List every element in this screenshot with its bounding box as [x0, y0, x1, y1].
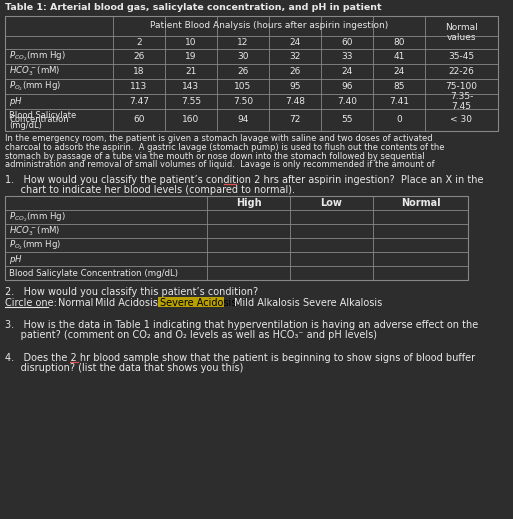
Text: 60: 60 — [341, 38, 353, 47]
Text: Normal: Normal — [58, 298, 94, 308]
Text: 95: 95 — [289, 82, 301, 91]
Text: 41: 41 — [393, 52, 405, 61]
Text: 105: 105 — [234, 82, 251, 91]
Text: Severe Acidosis: Severe Acidosis — [161, 298, 236, 308]
Text: $\it{HCO_3^-}$(mM): $\it{HCO_3^-}$(mM) — [9, 65, 61, 78]
Text: High: High — [235, 198, 261, 208]
Text: Blood Salicylate Concentration (mg/dL): Blood Salicylate Concentration (mg/dL) — [9, 269, 178, 278]
Text: 18: 18 — [133, 67, 145, 76]
Text: Low: Low — [321, 198, 343, 208]
Text: 26: 26 — [238, 67, 249, 76]
Text: Blood Salicylate: Blood Salicylate — [9, 111, 76, 119]
Text: In the emergency room, the patient is given a stomach lavage with saline and two: In the emergency room, the patient is gi… — [5, 134, 432, 143]
Text: 3.   How is the data in Table 1 indicating that hyperventilation is having an ad: 3. How is the data in Table 1 indicating… — [5, 320, 478, 330]
Text: 85: 85 — [393, 82, 405, 91]
Text: 55: 55 — [341, 116, 353, 125]
Text: 19: 19 — [185, 52, 197, 61]
Text: 1.   How would you classify the patient’s condition 2 hrs after aspirin ingestio: 1. How would you classify the patient’s … — [5, 175, 483, 185]
Bar — [5, 196, 468, 280]
Text: 4.   Does the 2 hr blood sample show that the patient is beginning to show signs: 4. Does the 2 hr blood sample show that … — [5, 353, 475, 363]
Text: 21: 21 — [185, 67, 196, 76]
Text: 35-45: 35-45 — [448, 52, 475, 61]
Text: $\it{HCO_3^-}$(mM): $\it{HCO_3^-}$(mM) — [9, 224, 61, 238]
Text: (mg/dL): (mg/dL) — [9, 121, 42, 130]
Text: 7.55: 7.55 — [181, 97, 201, 106]
Text: Mild Alkalosis: Mild Alkalosis — [234, 298, 300, 308]
Text: 160: 160 — [183, 116, 200, 125]
Text: patient? (comment on CO₂ and O₂ levels as well as HCO₃⁻ and pH levels): patient? (comment on CO₂ and O₂ levels a… — [5, 330, 377, 340]
Text: Severe Alkalosis: Severe Alkalosis — [303, 298, 383, 308]
Text: stomach by passage of a tube via the mouth or nose down into the stomach followe: stomach by passage of a tube via the mou… — [5, 152, 425, 160]
Text: 143: 143 — [183, 82, 200, 91]
Text: 26: 26 — [133, 52, 145, 61]
Text: < 30: < 30 — [450, 116, 472, 125]
Text: $\it{P}_{CO_2}$(mm Hg): $\it{P}_{CO_2}$(mm Hg) — [9, 50, 66, 63]
Text: 24: 24 — [341, 67, 352, 76]
Text: 0: 0 — [396, 116, 402, 125]
Text: administration and removal of small volumes of liquid.  Lavage is only recommend: administration and removal of small volu… — [5, 160, 435, 169]
Text: Concentration: Concentration — [9, 116, 69, 125]
Text: $\it{P}_{O_2}$(mm Hg): $\it{P}_{O_2}$(mm Hg) — [9, 238, 62, 252]
Text: $\it{pH}$: $\it{pH}$ — [9, 95, 23, 108]
Text: Circle one:: Circle one: — [5, 298, 57, 308]
Text: 96: 96 — [341, 82, 353, 91]
Text: charcoal to adsorb the aspirin.  A gastric lavage (stomach pump) is used to flus: charcoal to adsorb the aspirin. A gastri… — [5, 143, 444, 152]
Bar — [5, 16, 498, 131]
Text: $\it{pH}$: $\it{pH}$ — [9, 253, 23, 266]
Text: 113: 113 — [130, 82, 148, 91]
Text: 2.   How would you classify this patient’s condition?: 2. How would you classify this patient’s… — [5, 287, 258, 297]
Text: Table 1: Arterial blood gas, salicylate concentration, and pH in patient: Table 1: Arterial blood gas, salicylate … — [5, 3, 382, 12]
Text: 10: 10 — [185, 38, 197, 47]
Text: 75-100: 75-100 — [445, 82, 478, 91]
Text: 94: 94 — [238, 116, 249, 125]
Text: 7.40: 7.40 — [337, 97, 357, 106]
Text: 12: 12 — [238, 38, 249, 47]
Text: 7.35-
7.45: 7.35- 7.45 — [450, 92, 473, 111]
Text: 33: 33 — [341, 52, 353, 61]
Text: disruption? (list the data that shows you this): disruption? (list the data that shows yo… — [5, 363, 243, 373]
Text: 24: 24 — [289, 38, 301, 47]
Text: 7.50: 7.50 — [233, 97, 253, 106]
Text: chart to indicate her blood levels (compared to normal).: chart to indicate her blood levels (comp… — [5, 185, 295, 195]
Text: 30: 30 — [237, 52, 249, 61]
Text: $\it{P}_{O_2}$(mm Hg): $\it{P}_{O_2}$(mm Hg) — [9, 80, 62, 93]
Text: 2: 2 — [136, 38, 142, 47]
Bar — [159, 297, 224, 307]
Text: 7.47: 7.47 — [129, 97, 149, 106]
Text: 26: 26 — [289, 67, 301, 76]
Text: 60: 60 — [133, 116, 145, 125]
Text: 22-26: 22-26 — [448, 67, 475, 76]
Text: 7.41: 7.41 — [389, 97, 409, 106]
Text: 32: 32 — [289, 52, 301, 61]
Text: Mild Acidosis: Mild Acidosis — [95, 298, 158, 308]
Text: Normal
values: Normal values — [445, 23, 478, 42]
Text: Normal: Normal — [401, 198, 440, 208]
Text: 72: 72 — [289, 116, 301, 125]
Text: $\it{P}_{CO_2}$(mm Hg): $\it{P}_{CO_2}$(mm Hg) — [9, 210, 66, 224]
Text: Patient Blood Analysis (hours after aspirin ingestion): Patient Blood Analysis (hours after aspi… — [150, 21, 388, 31]
Text: 7.48: 7.48 — [285, 97, 305, 106]
Text: 80: 80 — [393, 38, 405, 47]
Text: 24: 24 — [393, 67, 405, 76]
